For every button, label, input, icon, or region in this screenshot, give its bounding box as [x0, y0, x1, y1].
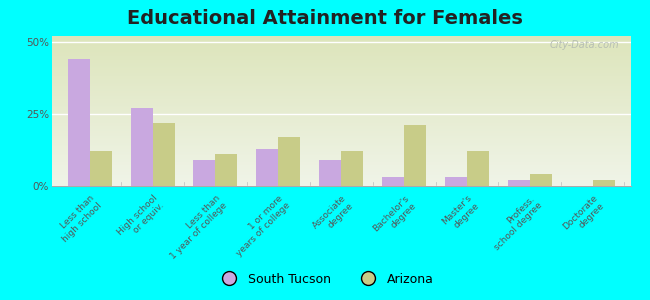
- Bar: [341, 152, 363, 186]
- Text: Educational Attainment for Females: Educational Attainment for Females: [127, 9, 523, 28]
- Bar: [90, 152, 112, 186]
- Bar: [256, 148, 278, 186]
- Bar: [508, 180, 530, 186]
- Bar: [278, 137, 300, 186]
- Bar: [593, 180, 615, 186]
- Bar: [194, 160, 216, 186]
- Bar: [153, 122, 175, 186]
- Bar: [319, 160, 341, 186]
- Text: City-Data.com: City-Data.com: [549, 40, 619, 50]
- Bar: [68, 59, 90, 186]
- Bar: [131, 108, 153, 186]
- Bar: [404, 125, 426, 186]
- Bar: [445, 177, 467, 186]
- Legend: South Tucson, Arizona: South Tucson, Arizona: [211, 268, 439, 291]
- Bar: [382, 177, 404, 186]
- Bar: [467, 152, 489, 186]
- Bar: [216, 154, 237, 186]
- Bar: [530, 175, 552, 186]
